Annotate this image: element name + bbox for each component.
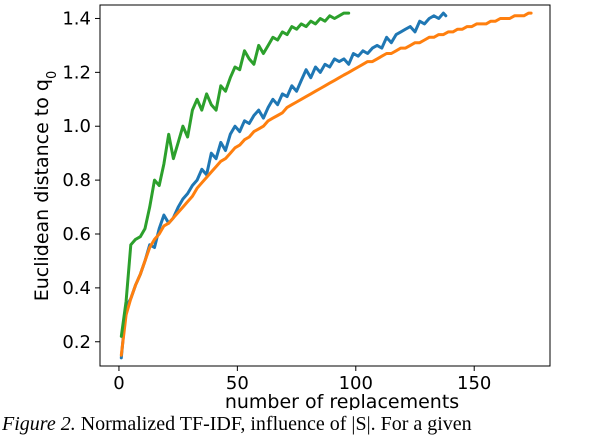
y-tick-label: 1.0 [62,116,91,137]
chart: 0 50 100 150 0.2 0.4 0.6 0.8 1.0 1.2 1.4 number o… [31,4,551,410]
x-tick-label: 100 [339,373,373,394]
x-tick-label: 150 [457,373,491,394]
y-tick-label: 1.4 [62,8,91,29]
series-layer [119,11,533,360]
caption-text: Normalized TF-IDF, influence of |S|. For… [80,413,472,435]
y-tick-label: 0.4 [62,278,91,299]
figure-caption: Figure 2. Normalized TF-IDF, influence o… [2,413,590,436]
series-line-1 [119,11,448,360]
y-tick-label: 0.8 [62,170,91,191]
x-axis-ticks: 0 50 100 150 [113,366,491,394]
x-tick-label: 0 [113,373,124,394]
series-line-3 [119,11,351,338]
y-axis-label: Euclidean distance to q0 [31,71,60,302]
y-tick-label: 0.6 [62,224,91,245]
plot-area-border [99,4,551,367]
axes-frame [99,4,551,367]
y-axis-label-main: Euclidean distance to q [31,79,53,301]
series-line-2 [119,11,533,357]
y-tick-label: 0.2 [62,332,91,353]
y-axis-label-subscript: 0 [45,71,60,79]
x-axis-label: number of replacements [225,391,459,410]
y-axis-ticks: 0.2 0.4 0.6 0.8 1.0 1.2 1.4 [62,8,100,353]
y-tick-label: 1.2 [62,62,91,83]
x-tick-label: 50 [226,373,249,394]
caption-lead: Figure 2. [2,413,76,435]
